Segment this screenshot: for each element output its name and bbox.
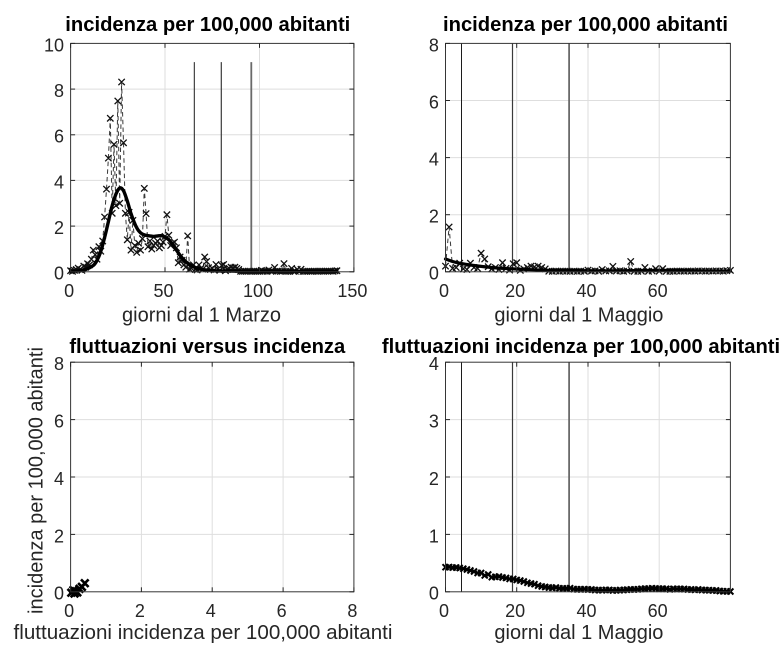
svg-text:8: 8 [54,81,64,101]
svg-text:0: 0 [439,601,449,621]
svg-text:8: 8 [429,35,439,55]
svg-text:incidenza per 100,000 abitanti: incidenza per 100,000 abitanti [26,347,48,614]
svg-text:giorni dal 1 Maggio: giorni dal 1 Maggio [494,622,663,644]
svg-text:incidenza per 100,000 abitanti: incidenza per 100,000 abitanti [65,14,350,36]
svg-text:150: 150 [337,281,367,301]
svg-text:3: 3 [429,412,439,432]
svg-text:2: 2 [429,207,439,227]
svg-text:6: 6 [54,412,64,432]
svg-text:fluttuazioni incidenza per 100: fluttuazioni incidenza per 100,000 abita… [14,621,393,644]
svg-text:2: 2 [135,601,145,621]
svg-text:1: 1 [429,526,439,546]
svg-text:0: 0 [439,281,449,301]
svg-text:20: 20 [505,601,525,621]
svg-text:10: 10 [44,35,64,55]
svg-text:60: 60 [648,281,668,301]
svg-text:0: 0 [429,264,439,284]
svg-text:6: 6 [54,127,64,147]
svg-text:4: 4 [429,354,439,374]
svg-text:4: 4 [54,469,64,489]
svg-text:8: 8 [54,354,64,374]
svg-text:incidenza per 100,000 abitanti: incidenza per 100,000 abitanti [443,14,728,36]
svg-text:40: 40 [576,281,596,301]
svg-text:40: 40 [576,601,596,621]
svg-text:20: 20 [505,281,525,301]
svg-text:2: 2 [54,218,64,238]
svg-text:2: 2 [54,526,64,546]
svg-text:fluttuazioni versus incidenza: fluttuazioni versus incidenza [69,336,346,358]
svg-text:8: 8 [347,601,357,621]
svg-text:0: 0 [64,601,74,621]
svg-text:0: 0 [54,264,64,284]
svg-text:2: 2 [429,469,439,489]
svg-text:50: 50 [153,281,173,301]
svg-text:giorni dal 1 Marzo: giorni dal 1 Marzo [122,305,281,327]
svg-text:4: 4 [429,150,439,170]
svg-text:4: 4 [54,172,64,192]
svg-text:4: 4 [206,601,216,621]
svg-text:fluttuazioni incidenza per 100: fluttuazioni incidenza per 100,000 abita… [382,336,780,358]
svg-text:giorni dal 1 Maggio: giorni dal 1 Maggio [494,305,663,327]
svg-text:6: 6 [277,601,287,621]
svg-text:6: 6 [429,92,439,112]
svg-text:0: 0 [429,584,439,604]
svg-text:0: 0 [64,281,74,301]
svg-text:0: 0 [54,584,64,604]
svg-text:100: 100 [243,281,273,301]
svg-text:60: 60 [648,601,668,621]
